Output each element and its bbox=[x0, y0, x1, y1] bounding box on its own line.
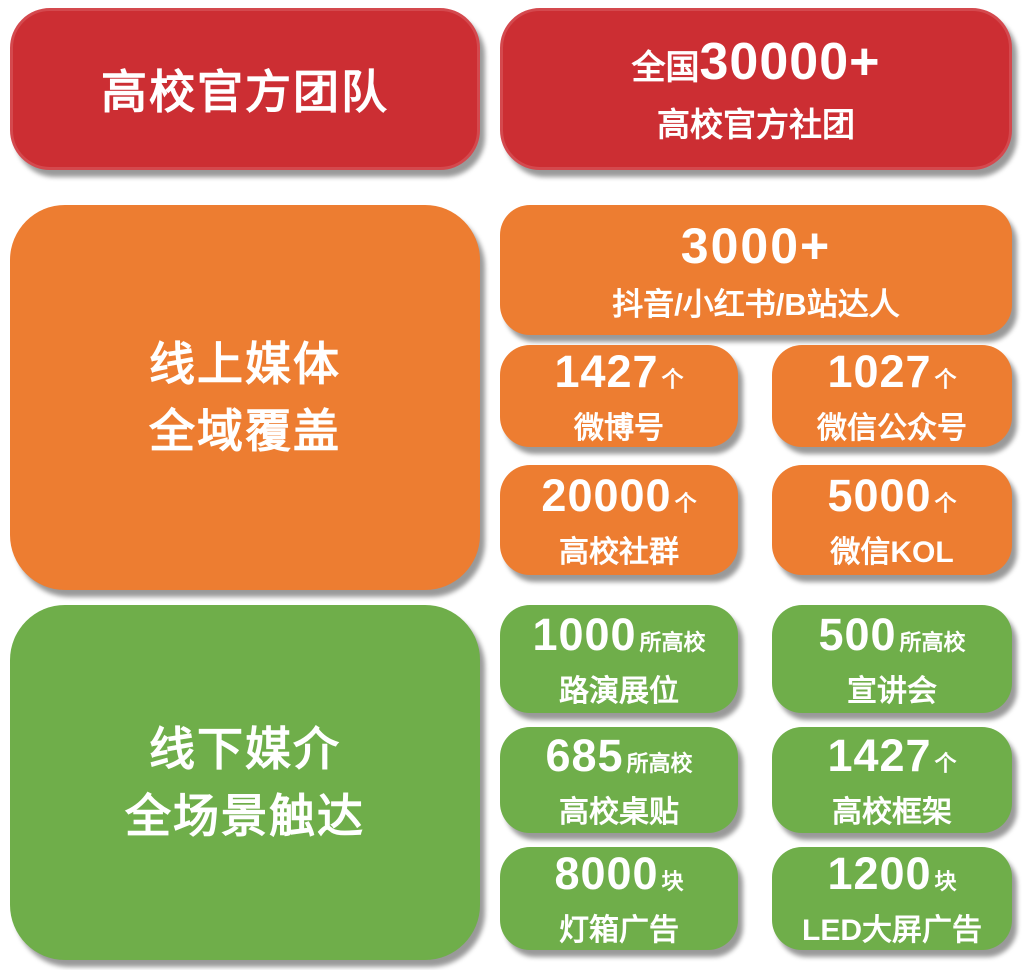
stat-unit: 个 bbox=[661, 366, 684, 392]
stat-card-desk-stickers: 685 所高校 高校桌贴 bbox=[500, 727, 738, 833]
stat-value: 1427 bbox=[554, 345, 659, 397]
stat-label: 高校框架 bbox=[832, 795, 952, 829]
stat-unit: 所高校 bbox=[626, 750, 693, 776]
stat-value: 20000 bbox=[541, 469, 672, 521]
stat-value-row: 20000 个 bbox=[541, 470, 696, 522]
stat-card-info-sessions: 500 所高校 宣讲会 bbox=[772, 605, 1012, 713]
offline-header-line1: 线下媒介 bbox=[149, 722, 341, 775]
stat-value-row: 1000 所高校 bbox=[532, 609, 705, 661]
teams-stat-card: 全国 30000+ 高校官方社团 bbox=[500, 8, 1012, 170]
stat-card-roadshow-booths: 1000 所高校 路演展位 bbox=[500, 605, 738, 713]
stat-value-row: 1200 块 bbox=[827, 848, 956, 900]
online-hero-card: 3000+ 抖音/小红书/B站达人 bbox=[500, 205, 1012, 335]
stat-card-led-screen-ads: 1200 块 LED大屏广告 bbox=[772, 847, 1012, 950]
stat-value: 1000 bbox=[532, 608, 637, 660]
stat-value: 500 bbox=[818, 608, 897, 660]
stat-value-row: 8000 块 bbox=[554, 848, 683, 900]
stat-value: 8000 bbox=[554, 848, 659, 899]
stat-label: 路演展位 bbox=[559, 674, 679, 708]
stat-label: 高校社群 bbox=[559, 535, 679, 569]
teams-stat-prefix: 全国 bbox=[631, 49, 700, 87]
stat-card-wechat-official: 1027 个 微信公众号 bbox=[772, 345, 1012, 447]
stat-label: 微博号 bbox=[574, 411, 664, 445]
stat-value-row: 5000 个 bbox=[827, 470, 956, 522]
stat-label: 宣讲会 bbox=[847, 674, 937, 708]
stat-label: 灯箱广告 bbox=[559, 914, 679, 947]
stat-card-wechat-kol: 5000 个 微信KOL bbox=[772, 465, 1012, 575]
online-header-card: 线上媒体 全域覆盖 bbox=[10, 205, 480, 590]
stat-unit: 块 bbox=[661, 869, 684, 894]
offline-header-card: 线下媒介 全场景触达 bbox=[10, 605, 480, 960]
stat-card-lightbox-ads: 8000 块 灯箱广告 bbox=[500, 847, 738, 950]
stat-unit: 所高校 bbox=[899, 629, 966, 655]
teams-header-title: 高校官方团队 bbox=[101, 66, 389, 118]
stat-unit: 所高校 bbox=[639, 629, 706, 655]
online-hero-label: 抖音/小红书/B站达人 bbox=[612, 286, 900, 322]
stat-unit: 块 bbox=[934, 869, 957, 894]
stat-unit: 个 bbox=[934, 366, 957, 392]
teams-stat-label: 高校官方社团 bbox=[657, 106, 855, 143]
stat-value: 1027 bbox=[827, 345, 932, 397]
stat-value-row: 685 所高校 bbox=[545, 730, 692, 782]
stat-unit: 个 bbox=[934, 750, 957, 776]
stat-card-weibo: 1427 个 微博号 bbox=[500, 345, 738, 447]
stat-value: 5000 bbox=[827, 469, 932, 521]
stat-value: 1200 bbox=[827, 848, 932, 899]
teams-stat-value-row: 全国 30000+ bbox=[632, 32, 881, 92]
stat-label: 高校桌贴 bbox=[559, 795, 679, 829]
stat-unit: 个 bbox=[934, 490, 957, 516]
online-header-line2: 全域覆盖 bbox=[149, 404, 341, 457]
offline-header-line2: 全场景触达 bbox=[125, 789, 365, 842]
stat-value-row: 500 所高校 bbox=[818, 609, 965, 661]
stat-unit: 个 bbox=[674, 490, 697, 516]
stat-card-campus-groups: 20000 个 高校社群 bbox=[500, 465, 738, 575]
stat-value-row: 1427 个 bbox=[554, 346, 683, 398]
offline-header-title: 线下媒介 全场景触达 bbox=[125, 716, 365, 849]
stat-value: 685 bbox=[545, 729, 624, 781]
stat-value-row: 1427 个 bbox=[827, 730, 956, 782]
online-header-title: 线上媒体 全域覆盖 bbox=[149, 331, 341, 464]
stat-value-row: 1027 个 bbox=[827, 346, 956, 398]
stat-value: 1427 bbox=[827, 729, 932, 781]
stat-label: 微信KOL bbox=[830, 535, 954, 569]
online-hero-value: 3000+ bbox=[680, 217, 832, 274]
teams-header-card: 高校官方团队 bbox=[10, 8, 480, 170]
teams-stat-value: 30000+ bbox=[699, 33, 881, 91]
stat-label: LED大屏广告 bbox=[802, 914, 982, 947]
stat-label: 微信公众号 bbox=[817, 411, 967, 445]
stat-card-campus-frames: 1427 个 高校框架 bbox=[772, 727, 1012, 833]
online-header-line1: 线上媒体 bbox=[149, 337, 341, 390]
